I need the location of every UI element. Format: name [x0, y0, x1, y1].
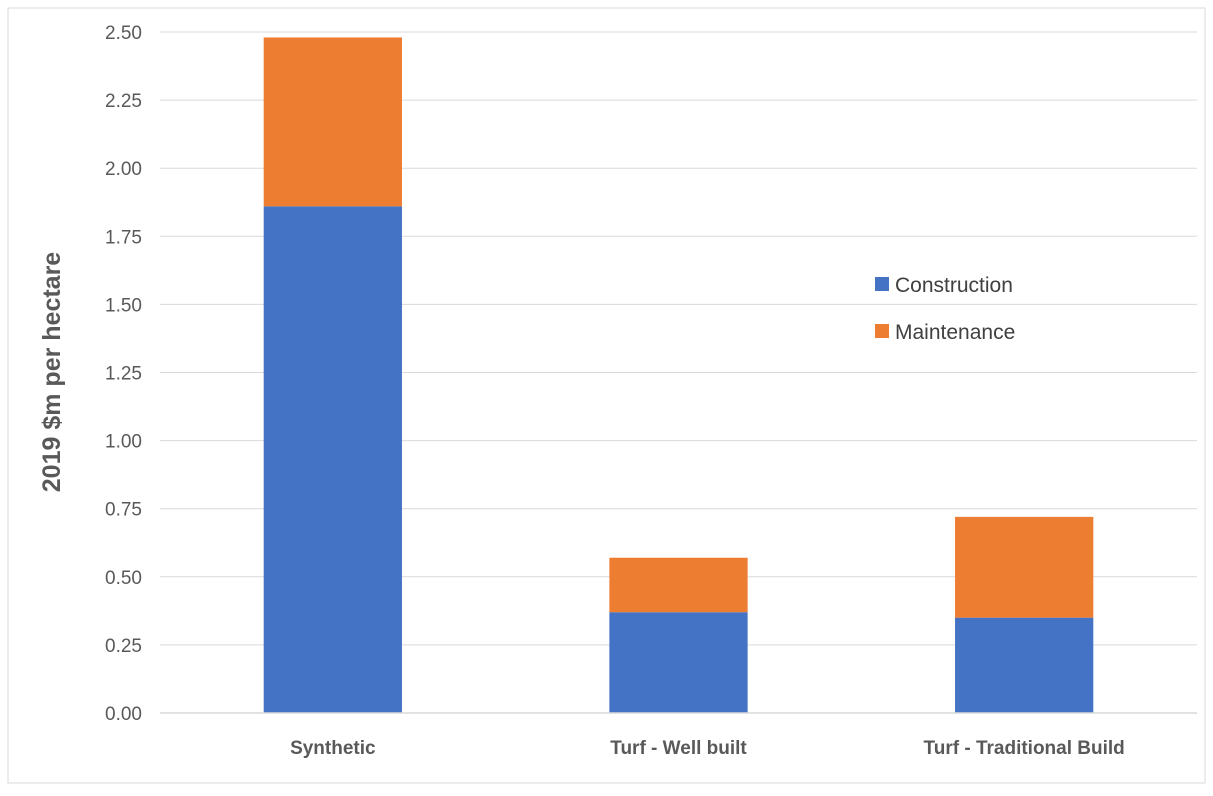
bar-maintenance-2	[609, 557, 748, 613]
bar-maintenance-1	[263, 37, 402, 207]
legend-label-maintenance: Maintenance	[895, 321, 1015, 344]
y-tick-label: 0.00	[105, 704, 142, 725]
legend-label-construction: Construction	[895, 274, 1013, 297]
y-tick-label: 1.75	[105, 227, 142, 248]
x-tick-label: Turf - Traditional Build	[924, 738, 1125, 759]
x-tick-label: Turf - Well built	[610, 738, 747, 759]
y-axis-label: 2019 $m per hectare	[38, 252, 66, 493]
y-tick-label: 1.50	[105, 295, 142, 316]
y-tick-label: 2.00	[105, 159, 142, 180]
legend: Construction Maintenance	[875, 274, 1015, 344]
bar-construction-2	[609, 612, 748, 713]
y-tick-label: 0.50	[105, 568, 142, 589]
bar-maintenance-3	[955, 516, 1094, 618]
y-tick-label: 2.25	[105, 91, 142, 112]
y-tick-label: 1.00	[105, 432, 142, 453]
bar-construction-3	[955, 617, 1094, 713]
y-tick-label: 0.75	[105, 500, 142, 521]
bar-construction-1	[263, 206, 402, 713]
bars	[263, 37, 1094, 713]
x-tick-label: Synthetic	[290, 738, 376, 759]
legend-swatch-maintenance	[875, 324, 889, 338]
legend-swatch-construction	[875, 277, 889, 291]
y-tick-label: 2.50	[105, 23, 142, 44]
y-tick-label: 1.25	[105, 364, 142, 385]
axes: 0.00 0.25 0.50 0.75 1.00 1.25 1.50 1.75 2.00 2.25…	[105, 23, 1197, 759]
y-tick-label: 0.25	[105, 636, 142, 657]
